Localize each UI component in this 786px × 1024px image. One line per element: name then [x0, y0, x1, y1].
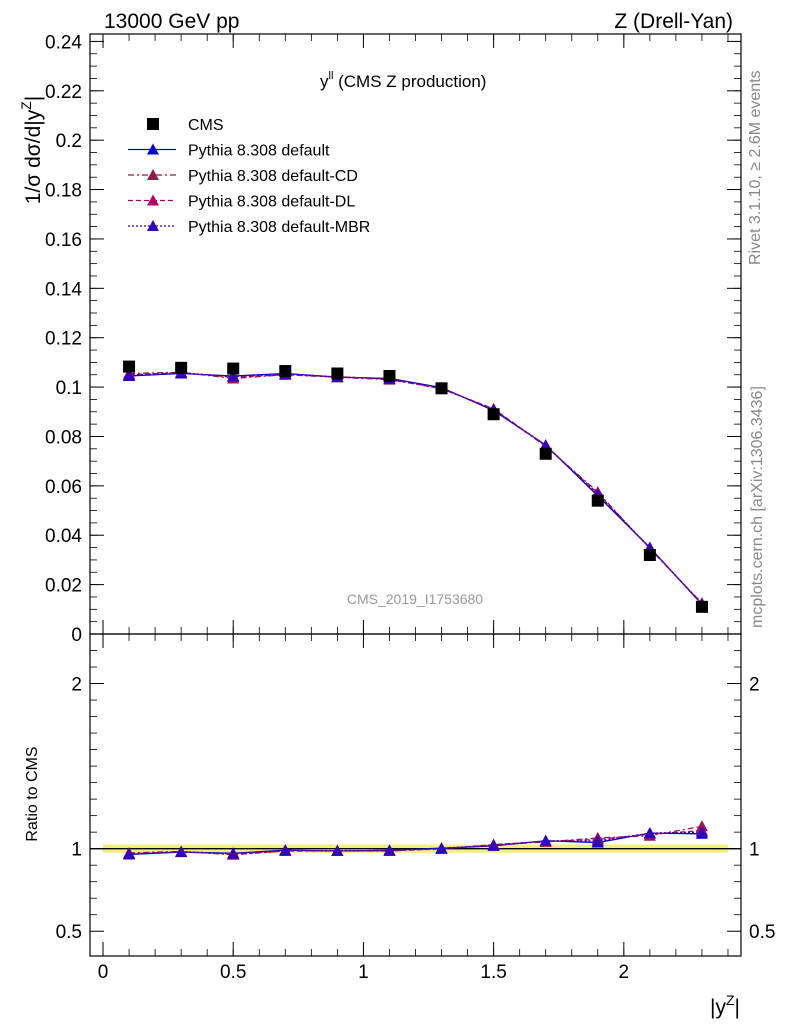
- ratio-series-marker: [123, 847, 136, 859]
- legend-label: Pythia 8.308 default: [188, 143, 330, 160]
- header-left: 13000 GeV pp: [104, 10, 239, 33]
- ratio-xtick-label: 0: [98, 962, 109, 983]
- legend-label: Pythia 8.308 default-DL: [188, 194, 355, 211]
- cms-data-point: [695, 600, 708, 613]
- ratio-ylabel: Ratio to CMS: [24, 746, 41, 841]
- ratio-ytick-label: 0.5: [56, 922, 82, 943]
- ratio-series-marker: [383, 844, 396, 856]
- main-title: yll (CMS Z production): [320, 70, 486, 91]
- cms-data-point: [591, 494, 604, 507]
- main-series-marker: [227, 370, 240, 382]
- ratio-xtick-label: 1: [358, 962, 369, 983]
- ratio-series-line: [129, 832, 702, 856]
- main-ytick-label: 0.22: [45, 82, 82, 103]
- cms-data-point: [435, 382, 448, 395]
- main-series-line: [129, 372, 703, 605]
- main-ytick-label: 0.06: [45, 477, 82, 498]
- cms-data-point: [175, 361, 188, 374]
- ratio-xtick-label: 1.5: [480, 962, 506, 983]
- ratio-series-marker: [331, 844, 344, 856]
- ratio-series-line: [129, 825, 703, 856]
- main-ytick-label: 0.24: [45, 32, 82, 53]
- legend: CMS Pythia 8.308 default Pythia 8.308 defa…: [128, 117, 370, 236]
- ratio-series-line: [129, 831, 702, 855]
- ratio-series-marker: [435, 842, 448, 854]
- main-panel: 0 0.02 0.04 0.06 0.08 0.1 0.12 0.14 0.16 0.18 0.2 0…: [45, 32, 742, 646]
- main-ytick-label: 0.2: [56, 131, 82, 152]
- main-series-marker: [539, 439, 552, 451]
- cms-data-point: [487, 408, 500, 421]
- cms-data-point: [279, 365, 292, 378]
- ratio-ytick-label: 2: [71, 675, 82, 696]
- main-ytick-label: 0.02: [45, 576, 82, 597]
- ratio-series-marker: [643, 827, 656, 839]
- main-ytick-label: 0: [71, 625, 82, 646]
- ratio-frame: [89, 633, 742, 957]
- main-series-line: [129, 372, 703, 605]
- main-ytick-label: 0.12: [45, 329, 82, 350]
- cms-data-point: [539, 447, 552, 460]
- main-ytick-label: 0.18: [45, 181, 82, 202]
- ratio-series-marker: [695, 826, 708, 838]
- ratio-series-marker: [175, 845, 188, 857]
- mcplots-label: mcplots.cern.ch [arXiv:1306.3436]: [749, 386, 766, 628]
- ratio-ytick-label-right: 1: [749, 840, 760, 861]
- cms-data-point: [643, 548, 656, 561]
- ratio-panel: 0.5 0.5 1 1 2 2 0 0.5 1 1.5 2: [56, 633, 775, 983]
- legend-label: Pythia 8.308 default-CD: [188, 168, 358, 185]
- legend-marker: [147, 169, 159, 180]
- cms-data-point: [123, 360, 136, 373]
- main-ytick-label: 0.1: [56, 378, 82, 399]
- main-ytick-label: 0.16: [45, 230, 82, 251]
- legend-marker-cms: [147, 118, 159, 130]
- legend-label: CMS: [188, 117, 224, 134]
- main-ytick-label: 0.14: [45, 279, 82, 300]
- legend-label: Pythia 8.308 default-MBR: [188, 219, 370, 236]
- main-ylabel: 1/σ dσ/d|yZ|: [18, 96, 45, 204]
- main-series-line: [129, 371, 703, 604]
- main-ytick-label: 0.04: [45, 526, 82, 547]
- ratio-series-marker: [487, 839, 500, 851]
- ratio-series-marker: [279, 844, 292, 856]
- ratio-ytick-label-right: 0.5: [749, 922, 775, 943]
- ratio-ytick-label: 1: [71, 840, 82, 861]
- legend-marker: [147, 143, 159, 155]
- cms-data-point: [227, 362, 240, 375]
- ratio-ytick-label-right: 2: [749, 675, 760, 696]
- ratio-series-marker: [591, 835, 604, 847]
- legend-marker: [147, 194, 159, 206]
- cms-data-point: [331, 367, 344, 380]
- analysis-watermark: CMS_2019_I1753680: [347, 591, 483, 607]
- main-series-line: [129, 372, 703, 605]
- legend-marker: [147, 220, 159, 231]
- ratio-series-marker: [539, 834, 552, 846]
- ratio-xlabel: |yZ|: [710, 992, 740, 1019]
- main-series-marker: [123, 369, 136, 381]
- main-ytick-label: 0.08: [45, 427, 82, 448]
- ratio-xtick-label: 0.5: [220, 962, 246, 983]
- header-right: Z (Drell-Yan): [614, 10, 733, 33]
- rivet-label: Rivet 3.1.10, ≥ 2.6M events: [747, 70, 764, 265]
- ratio-series-marker: [227, 847, 240, 859]
- cms-data-point: [383, 369, 396, 382]
- ratio-xtick-label: 2: [619, 962, 630, 983]
